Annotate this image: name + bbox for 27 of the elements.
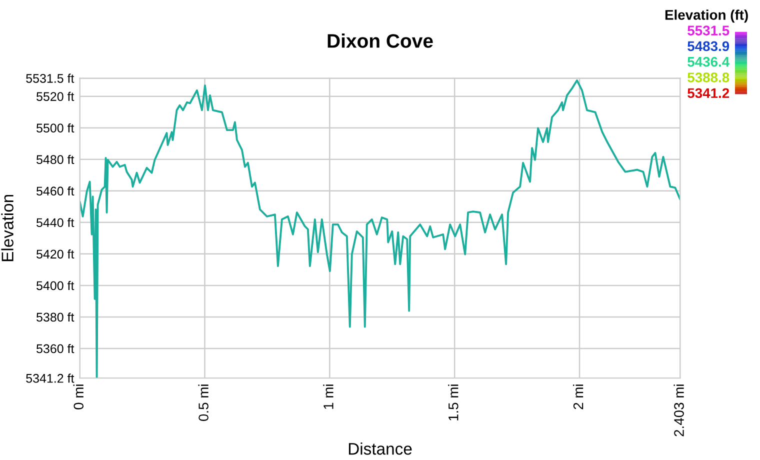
- y-axis-title: Elevation: [1, 194, 14, 262]
- color-bar-label: 5388.8: [688, 72, 730, 82]
- x-axis-title: Distance: [348, 442, 412, 455]
- color-bar-label: 5341.2: [688, 88, 730, 98]
- y-tick-label: 5500 ft: [36, 123, 74, 132]
- y-tick-label: 5400 ft: [36, 280, 74, 290]
- y-tick-label: 5380 ft: [36, 312, 74, 322]
- x-tick-label: 0.5 mi: [198, 384, 208, 421]
- y-tick-label: 5360 ft: [36, 344, 74, 354]
- y-tick-label: 5440 ft: [36, 218, 74, 228]
- x-tick-label: 2.403 mi: [674, 384, 684, 436]
- x-tick-label: 1 mi: [323, 384, 334, 409]
- x-tick-label: 2 mi: [573, 384, 584, 410]
- x-tick-label: 1.5 mi: [448, 384, 458, 420]
- y-tick-label: 5520 ft: [36, 92, 74, 101]
- y-tick-label: 5341.2 ft: [26, 374, 74, 383]
- y-tick-label: 5531.5 ft: [26, 74, 74, 83]
- y-tick-label: 5480 ft: [36, 154, 74, 164]
- color-bar-label: 5531.5: [688, 26, 730, 36]
- y-tick-label: 5420 ft: [36, 249, 74, 259]
- color-bar-title: Elevation (ft): [665, 10, 748, 23]
- y-tick-label: 5460 ft: [36, 186, 74, 196]
- chart-title: Dixon Cove: [328, 34, 433, 48]
- line-series: [80, 79, 680, 378]
- x-tick-label: 0 mi: [73, 384, 84, 410]
- color-bar-label: 5483.9: [688, 41, 730, 52]
- color-bar-label: 5436.4: [688, 56, 730, 67]
